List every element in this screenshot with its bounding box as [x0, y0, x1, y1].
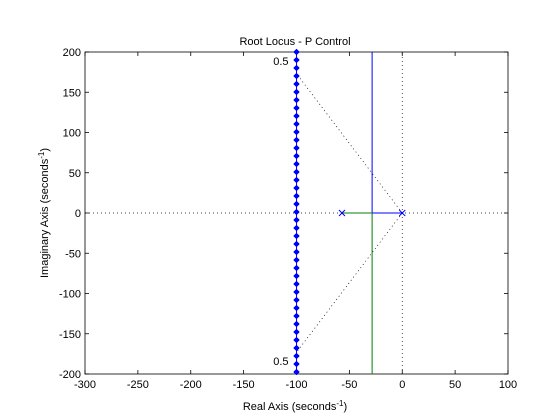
- y-tick-label: 0: [75, 208, 81, 220]
- requirement-diamond-marker: [293, 216, 300, 224]
- requirement-diamond-marker: [293, 272, 300, 280]
- y-tick-label: -50: [65, 248, 81, 260]
- damping-label-bottom: 0.5: [273, 356, 288, 368]
- x-tick-label: 100: [499, 379, 517, 391]
- locus-branch-2: [341, 212, 373, 374]
- requirement-diamond-marker: [293, 112, 300, 120]
- x-tick-label: -300: [74, 379, 96, 391]
- requirement-diamond-marker: [293, 48, 300, 56]
- requirement-diamond-marker: [293, 240, 300, 248]
- x-tick-label: 0: [399, 379, 405, 391]
- requirement-diamond-marker: [293, 64, 300, 72]
- x-tick-label: -100: [285, 379, 307, 391]
- requirement-diamond-marker: [293, 288, 300, 296]
- requirement-diamond-marker: [293, 296, 300, 304]
- requirement-diamond-marker: [293, 72, 300, 80]
- requirement-diamond-marker: [293, 248, 300, 256]
- chart-title: Root Locus - P Control: [239, 36, 350, 48]
- y-tick-label: -100: [59, 289, 81, 301]
- requirement-diamond-marker: [293, 120, 300, 128]
- pole-marker-1: [338, 209, 346, 217]
- requirement-diamond-marker: [293, 144, 300, 152]
- requirement-diamond-marker: [293, 368, 300, 376]
- chart-marks: -300 -250 -200 -150 -100 -50 0 50 100 -200 -150 -10…: [59, 47, 517, 391]
- requirement-diamond-marker: [293, 56, 300, 64]
- requirement-diamond-marker: [293, 336, 300, 344]
- y-tick-label: 100: [63, 128, 81, 140]
- requirement-diamond-marker: [293, 96, 300, 104]
- y-tick-label: 50: [69, 168, 81, 180]
- requirement-diamond-marker: [293, 264, 300, 272]
- requirement-diamond-marker: [293, 152, 300, 160]
- requirement-diamond-marker: [293, 320, 300, 328]
- requirement-diamond-marker: [293, 80, 300, 88]
- requirement-diamond-marker: [293, 200, 300, 208]
- requirement-diamond-marker: [293, 168, 300, 176]
- requirement-diamond-marker: [293, 328, 300, 336]
- requirement-diamond-marker: [293, 104, 300, 112]
- requirement-diamond-marker: [293, 232, 300, 240]
- requirement-diamond-marker: [293, 304, 300, 312]
- y-tick-label: -150: [59, 329, 81, 341]
- y-tick-label: 200: [63, 47, 81, 59]
- requirement-diamond-marker: [293, 192, 300, 200]
- x-tick-label: -150: [233, 379, 255, 391]
- requirement-diamond-marker: [293, 208, 300, 216]
- x-axis-title: Real Axis (seconds-1): [243, 399, 347, 413]
- x-tick-label: 50: [449, 379, 461, 391]
- x-tick-label: -50: [341, 379, 357, 391]
- requirement-diamond-marker: [293, 280, 300, 288]
- y-tick-label: -200: [59, 369, 81, 381]
- requirement-diamond-marker: [293, 128, 300, 136]
- pole-marker-2: [398, 209, 406, 217]
- requirement-diamond-marker: [293, 256, 300, 264]
- requirement-diamond-marker: [293, 184, 300, 192]
- requirement-diamond-marker: [293, 312, 300, 320]
- requirement-diamond-marker: [293, 136, 300, 144]
- requirement-diamond-marker: [293, 352, 300, 360]
- damping-label-top: 0.5: [273, 56, 288, 68]
- y-tick-label: 150: [63, 87, 81, 99]
- requirement-diamond-marker: [293, 160, 300, 168]
- x-tick-label: -200: [180, 379, 202, 391]
- x-tick-label: -250: [127, 379, 149, 391]
- y-axis-title: Imaginary Axis (seconds-1): [37, 148, 51, 278]
- requirement-diamond-marker: [293, 344, 300, 352]
- requirement-diamond-marker: [293, 88, 300, 96]
- requirement-diamond-marker: [293, 176, 300, 184]
- requirement-diamond-marker: [293, 224, 300, 232]
- requirement-diamond-marker: [293, 360, 300, 368]
